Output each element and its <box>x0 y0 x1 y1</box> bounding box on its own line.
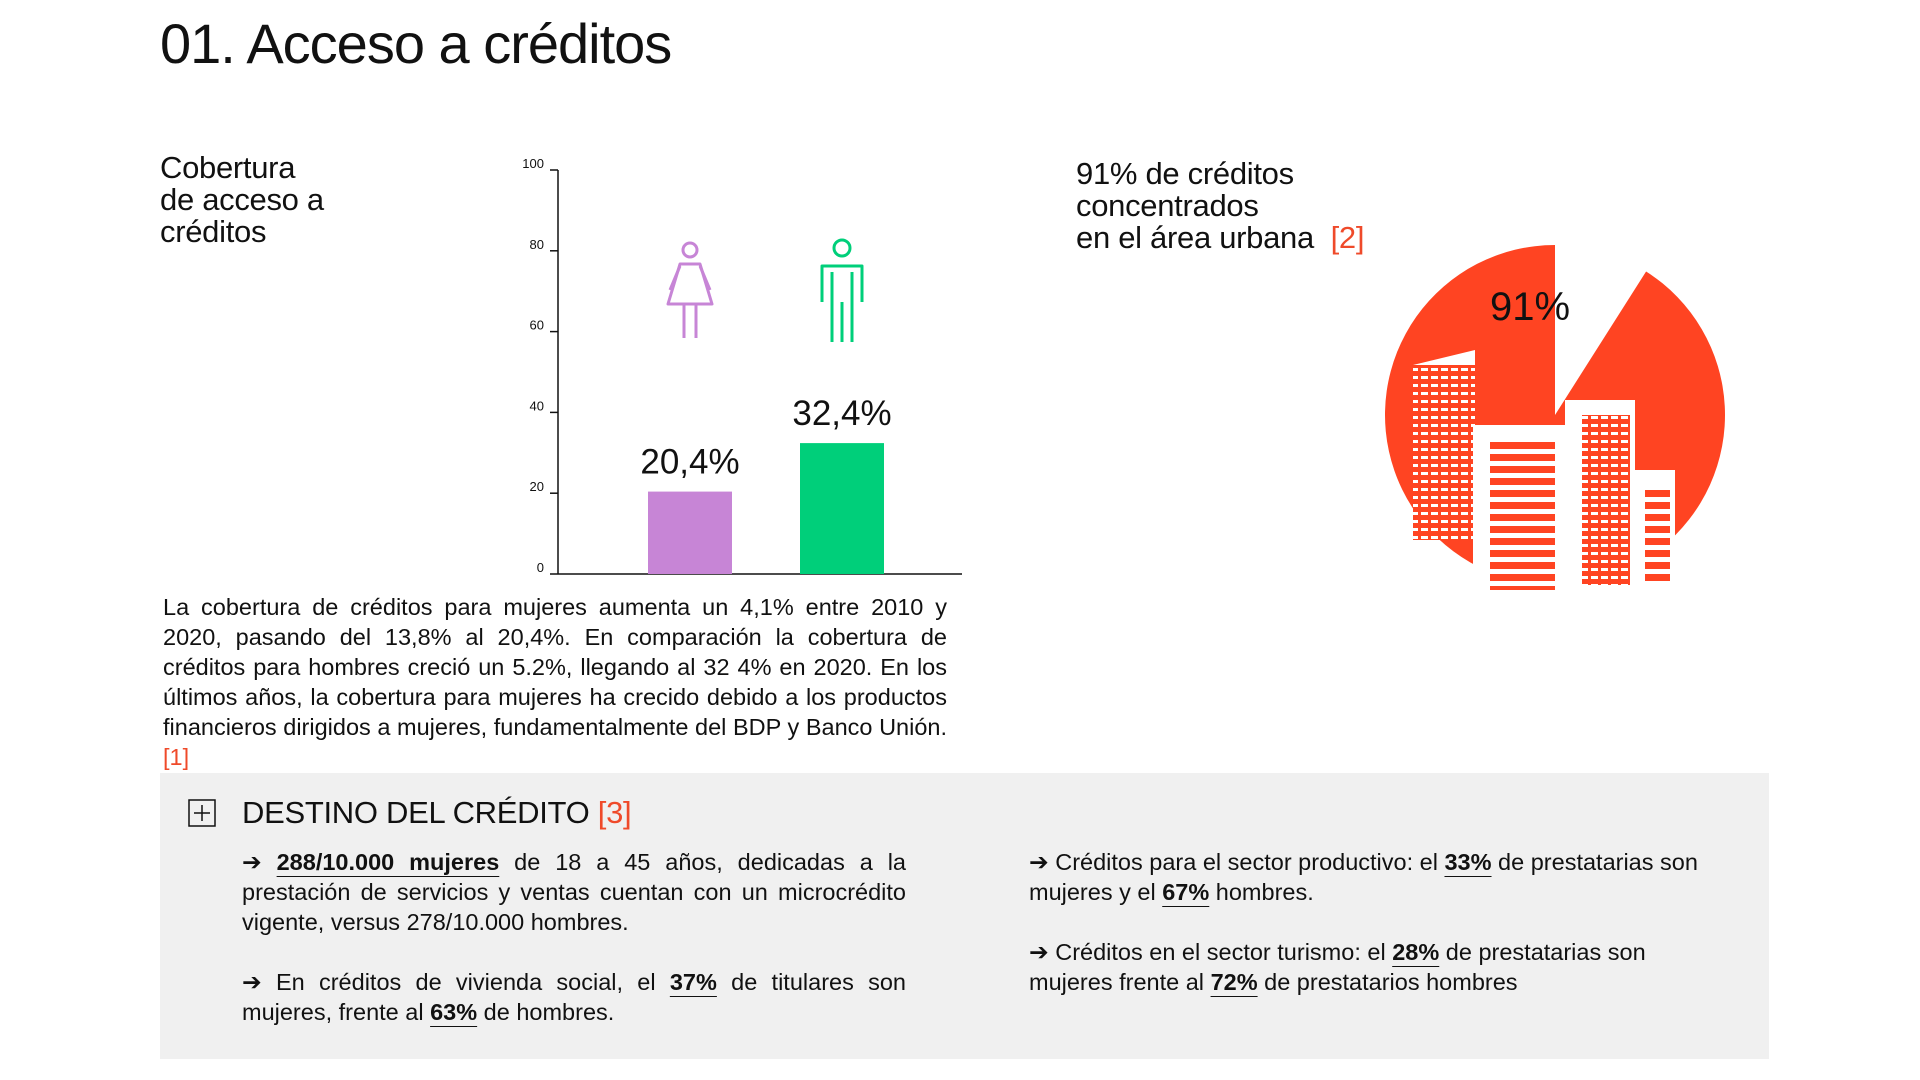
item-text: de titulares son mujeres, frente al <box>242 969 906 1025</box>
arrow-icon: ➔ <box>1029 939 1049 965</box>
woman-icon <box>666 241 714 338</box>
footnote-ref-2[interactable]: [2] <box>1330 220 1365 255</box>
highlight-value: 33% <box>1444 849 1492 875</box>
item-text: hombres. <box>1209 879 1314 905</box>
urban-heading-line: concentrados <box>1076 188 1259 223</box>
arrow-icon: ➔ <box>242 849 262 875</box>
bar-hombres <box>800 443 884 574</box>
chart-axes <box>557 170 962 575</box>
coverage-heading-line: Cobertura <box>160 150 296 185</box>
highlight-value: 288/10.000 mujeres <box>276 849 500 875</box>
building-left <box>1413 365 1475 540</box>
destino-title: DESTINO DEL CRÉDITO [3] <box>242 795 632 831</box>
destino-credito-panel: DESTINO DEL CRÉDITO [3] ➔ 288/10.000 muj… <box>160 773 1769 1059</box>
pie-label: 91% <box>1490 285 1570 329</box>
y-tick-label: 20 <box>530 479 544 494</box>
urban-pie-chart: 91% <box>1385 245 1725 600</box>
item-text: de prestatarias son mujeres y el <box>1029 849 1698 905</box>
footnote-ref-1[interactable]: [1] <box>163 744 190 770</box>
bar-value-label: 32,4% <box>792 394 891 433</box>
item-text: En créditos de vivienda social, el <box>275 969 670 995</box>
coverage-heading: Cobertura de acceso a créditos <box>160 152 380 248</box>
footnote-ref-3[interactable]: [3] <box>597 795 632 830</box>
chart-description: La cobertura de créditos para mujeres au… <box>163 592 947 772</box>
urban-heading-line-text: en el área urbana <box>1076 220 1314 255</box>
y-tick-label: 100 <box>522 156 544 171</box>
highlight-value: 63% <box>430 999 478 1025</box>
list-item: ➔ En créditos de vivienda social, el 37%… <box>242 967 906 1027</box>
destino-right-column: ➔ Créditos para el sector productivo: el… <box>1029 847 1729 1027</box>
item-text: de 18 a 45 años, dedicadas a la prestaci… <box>242 849 906 935</box>
highlight-value: 72% <box>1210 969 1258 995</box>
item-text: Créditos en el sector turismo: el <box>1055 939 1393 965</box>
man-icon <box>820 238 864 342</box>
page-title: 01. Acceso a créditos <box>160 12 672 75</box>
coverage-bar-chart: 0 20 40 60 80 100 20,4% 32,4% <box>522 156 962 575</box>
highlight-value: 37% <box>669 969 717 995</box>
destino-title-text: DESTINO DEL CRÉDITO <box>242 795 590 830</box>
item-text: de hombres. <box>477 999 615 1025</box>
bar-mujeres <box>648 491 732 574</box>
urban-heading: 91% de créditos concentrados en el área … <box>1076 158 1496 254</box>
list-item: ➔ 288/10.000 mujeres de 18 a 45 años, de… <box>242 847 906 937</box>
item-text: Créditos para el sector productivo: el <box>1055 849 1445 875</box>
list-item: ➔ Créditos en el sector turismo: el 28% … <box>1029 937 1729 997</box>
highlight-value: 67% <box>1162 879 1210 905</box>
destino-left-column: ➔ 288/10.000 mujeres de 18 a 45 años, de… <box>242 847 906 1057</box>
city-buildings-icon <box>1413 350 1675 600</box>
coverage-heading-line: créditos <box>160 214 267 249</box>
y-tick-label: 80 <box>530 237 544 252</box>
arrow-icon: ➔ <box>1029 849 1049 875</box>
chart-description-text: La cobertura de créditos para mujeres au… <box>163 594 947 740</box>
y-tick-label: 0 <box>537 560 544 575</box>
item-text: de prestatarias son mujeres frente al <box>1029 939 1646 995</box>
y-tick-label: 60 <box>530 318 544 333</box>
item-text: de prestatarios hombres <box>1257 969 1518 995</box>
urban-heading-line: en el área urbana [2] <box>1076 222 1496 254</box>
urban-heading-line: 91% de créditos <box>1076 156 1294 191</box>
expand-icon[interactable] <box>188 799 216 827</box>
y-tick-label: 40 <box>530 398 544 413</box>
coverage-heading-line: de acceso a <box>160 182 324 217</box>
bar-value-label: 20,4% <box>640 443 739 482</box>
arrow-icon: ➔ <box>242 969 262 995</box>
list-item: ➔ Créditos para el sector productivo: el… <box>1029 847 1729 907</box>
highlight-value: 28% <box>1392 939 1440 965</box>
